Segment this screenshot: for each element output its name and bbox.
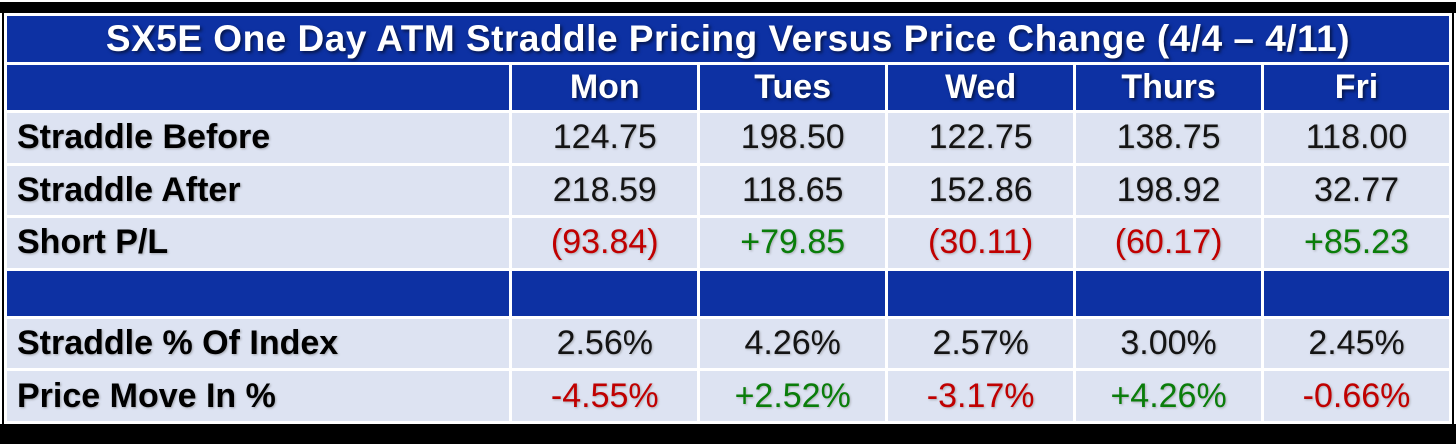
value-cell: -4.55% [512,371,698,421]
value-cell: 2.56% [512,318,698,369]
value-cell: +4.26% [1076,371,1262,421]
value-cell: 4.26% [700,318,886,369]
row-straddle-before: Straddle Before 124.75 198.50 122.75 138… [7,113,1449,163]
value-cell: -0.66% [1264,371,1449,421]
col-header-wed: Wed [888,65,1074,110]
value-cell: +79.85 [700,218,886,268]
row-price-move-in-pct: Price Move In % -4.55% +2.52% -3.17% +4.… [7,371,1449,421]
row-label-straddle-before: Straddle Before [7,113,510,163]
value-cell: 2.45% [1264,318,1449,369]
value-cell: 32.77 [1264,165,1449,216]
spacer-cell [888,270,1074,316]
row-straddle-pct-of-index: Straddle % Of Index 2.56% 4.26% 2.57% 3.… [7,318,1449,369]
value-cell: 124.75 [512,113,698,163]
spacer-cell [1076,270,1262,316]
spacer-row [7,270,1449,316]
value-cell: (93.84) [512,218,698,268]
value-cell: 118.00 [1264,113,1449,163]
day-header-row: Mon Tues Wed Thurs Fri [7,65,1449,110]
row-label-straddle-after: Straddle After [7,165,510,216]
value-cell: +2.52% [700,371,886,421]
value-cell: 3.00% [1076,318,1262,369]
row-label-straddle-pct-of-index: Straddle % Of Index [7,318,510,369]
value-cell: 218.59 [512,165,698,216]
value-cell: -3.17% [888,371,1074,421]
col-header-fri: Fri [1264,65,1449,110]
value-cell: 152.86 [888,165,1074,216]
table-wrapper: SX5E One Day ATM Straddle Pricing Versus… [0,13,1456,424]
straddle-pricing-table: SX5E One Day ATM Straddle Pricing Versus… [2,13,1454,424]
value-cell: (60.17) [1076,218,1262,268]
value-cell: 198.50 [700,113,886,163]
value-cell: 198.92 [1076,165,1262,216]
row-straddle-after: Straddle After 218.59 118.65 152.86 198.… [7,165,1449,216]
col-header-tues: Tues [700,65,886,110]
row-label-short-pl: Short P/L [7,218,510,268]
col-header-mon: Mon [512,65,698,110]
col-header-thurs: Thurs [1076,65,1262,110]
row-label-price-move-in-pct: Price Move In % [7,371,510,421]
value-cell: 2.57% [888,318,1074,369]
spacer-cell [512,270,698,316]
value-cell: 138.75 [1076,113,1262,163]
top-border-bar [0,2,1456,13]
spacer-cell [7,270,510,316]
spacer-cell [700,270,886,316]
row-short-pl: Short P/L (93.84) +79.85 (30.11) (60.17)… [7,218,1449,268]
table-title: SX5E One Day ATM Straddle Pricing Versus… [7,16,1449,62]
spacer-cell [1264,270,1449,316]
value-cell: (30.11) [888,218,1074,268]
value-cell: +85.23 [1264,218,1449,268]
bottom-border-bar [0,424,1456,444]
corner-cell [7,65,510,110]
value-cell: 122.75 [888,113,1074,163]
title-row: SX5E One Day ATM Straddle Pricing Versus… [7,16,1449,62]
value-cell: 118.65 [700,165,886,216]
